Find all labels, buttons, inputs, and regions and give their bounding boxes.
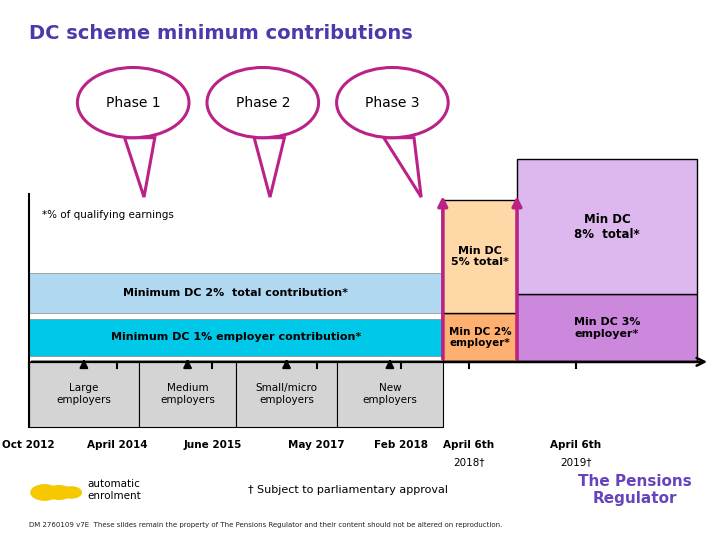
- Text: Oct 2012: Oct 2012: [2, 440, 55, 450]
- Text: Min DC
8%  total*: Min DC 8% total*: [574, 213, 640, 241]
- Polygon shape: [384, 138, 421, 197]
- Bar: [29, 273, 443, 313]
- Text: Feb 2018: Feb 2018: [374, 440, 428, 450]
- Text: Small/micro
employers: Small/micro employers: [256, 383, 318, 405]
- Text: Phase 1: Phase 1: [106, 96, 161, 110]
- Text: May 2017: May 2017: [289, 440, 345, 450]
- Polygon shape: [254, 138, 284, 197]
- Bar: [139, 362, 236, 427]
- Text: 2019†: 2019†: [560, 457, 592, 468]
- Text: June 2015: June 2015: [183, 440, 242, 450]
- Text: 2018†: 2018†: [453, 457, 485, 468]
- Bar: [29, 362, 139, 427]
- Ellipse shape: [337, 68, 448, 138]
- Text: April 2014: April 2014: [87, 440, 148, 450]
- Bar: [517, 294, 697, 362]
- Bar: [443, 200, 517, 313]
- Text: The Pensions
Regulator: The Pensions Regulator: [578, 474, 692, 506]
- Text: April 6th: April 6th: [443, 440, 495, 450]
- Text: Large
employers: Large employers: [56, 383, 112, 405]
- Text: Min DC 2%
employer*: Min DC 2% employer*: [449, 327, 511, 348]
- Text: April 6th: April 6th: [550, 440, 602, 450]
- Bar: [29, 319, 443, 356]
- Text: Minimum DC 1% employer contribution*: Minimum DC 1% employer contribution*: [111, 333, 361, 342]
- Ellipse shape: [78, 68, 189, 138]
- Text: DM 2760109 v7E  These slides remain the property of The Pensions Regulator and t: DM 2760109 v7E These slides remain the p…: [29, 522, 502, 528]
- Text: DC scheme minimum contributions: DC scheme minimum contributions: [29, 24, 413, 43]
- Ellipse shape: [60, 486, 82, 499]
- Text: Phase 3: Phase 3: [365, 96, 420, 110]
- Text: Medium
employers: Medium employers: [160, 383, 215, 405]
- Ellipse shape: [207, 68, 319, 138]
- Bar: [517, 159, 697, 294]
- Text: *% of qualifying earnings: *% of qualifying earnings: [42, 210, 174, 220]
- Text: Min DC
5% total*: Min DC 5% total*: [451, 246, 509, 267]
- Polygon shape: [125, 138, 155, 197]
- Ellipse shape: [46, 485, 72, 500]
- Text: Min DC 3%
employer*: Min DC 3% employer*: [574, 317, 640, 339]
- Text: Phase 2: Phase 2: [235, 96, 290, 110]
- Bar: [443, 313, 517, 362]
- Bar: [236, 362, 337, 427]
- Text: automatic
enrolment: automatic enrolment: [88, 479, 142, 501]
- Bar: [337, 362, 443, 427]
- Text: Minimum DC 2%  total contribution*: Minimum DC 2% total contribution*: [123, 288, 348, 298]
- Text: New
employers: New employers: [362, 383, 418, 405]
- Ellipse shape: [30, 484, 59, 501]
- Text: † Subject to parliamentary approval: † Subject to parliamentary approval: [248, 485, 449, 495]
